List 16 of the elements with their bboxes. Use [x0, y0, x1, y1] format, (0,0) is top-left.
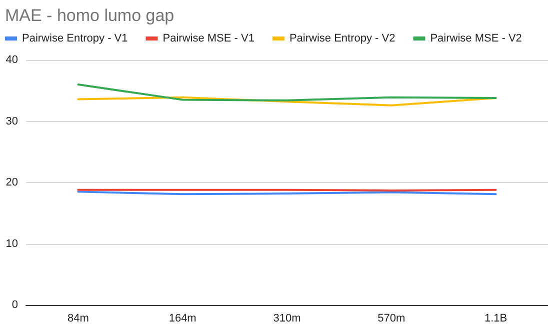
y-tick-label: 30: [6, 115, 18, 128]
legend-label: Pairwise Entropy - V1: [22, 32, 128, 44]
legend-label: Pairwise Entropy - V2: [289, 32, 396, 44]
legend-label: Pairwise MSE - V1: [162, 32, 254, 44]
x-tick-label: 1.1B: [484, 312, 508, 324]
x-tick-label: 84m: [67, 312, 89, 324]
chart-title: MAE - homo lumo gap: [5, 6, 174, 25]
x-tick-label: 310m: [273, 312, 301, 324]
line-series: [77, 84, 497, 102]
y-tick-label: 10: [6, 238, 18, 250]
legend-label: Pairwise MSE - V2: [430, 32, 522, 44]
y-tick-label: 40: [6, 54, 18, 66]
y-tick-label: 20: [6, 176, 18, 188]
x-tick-label: 164m: [168, 312, 196, 324]
y-tick-label: 0: [12, 299, 18, 311]
x-tick-label: 570m: [378, 312, 406, 324]
